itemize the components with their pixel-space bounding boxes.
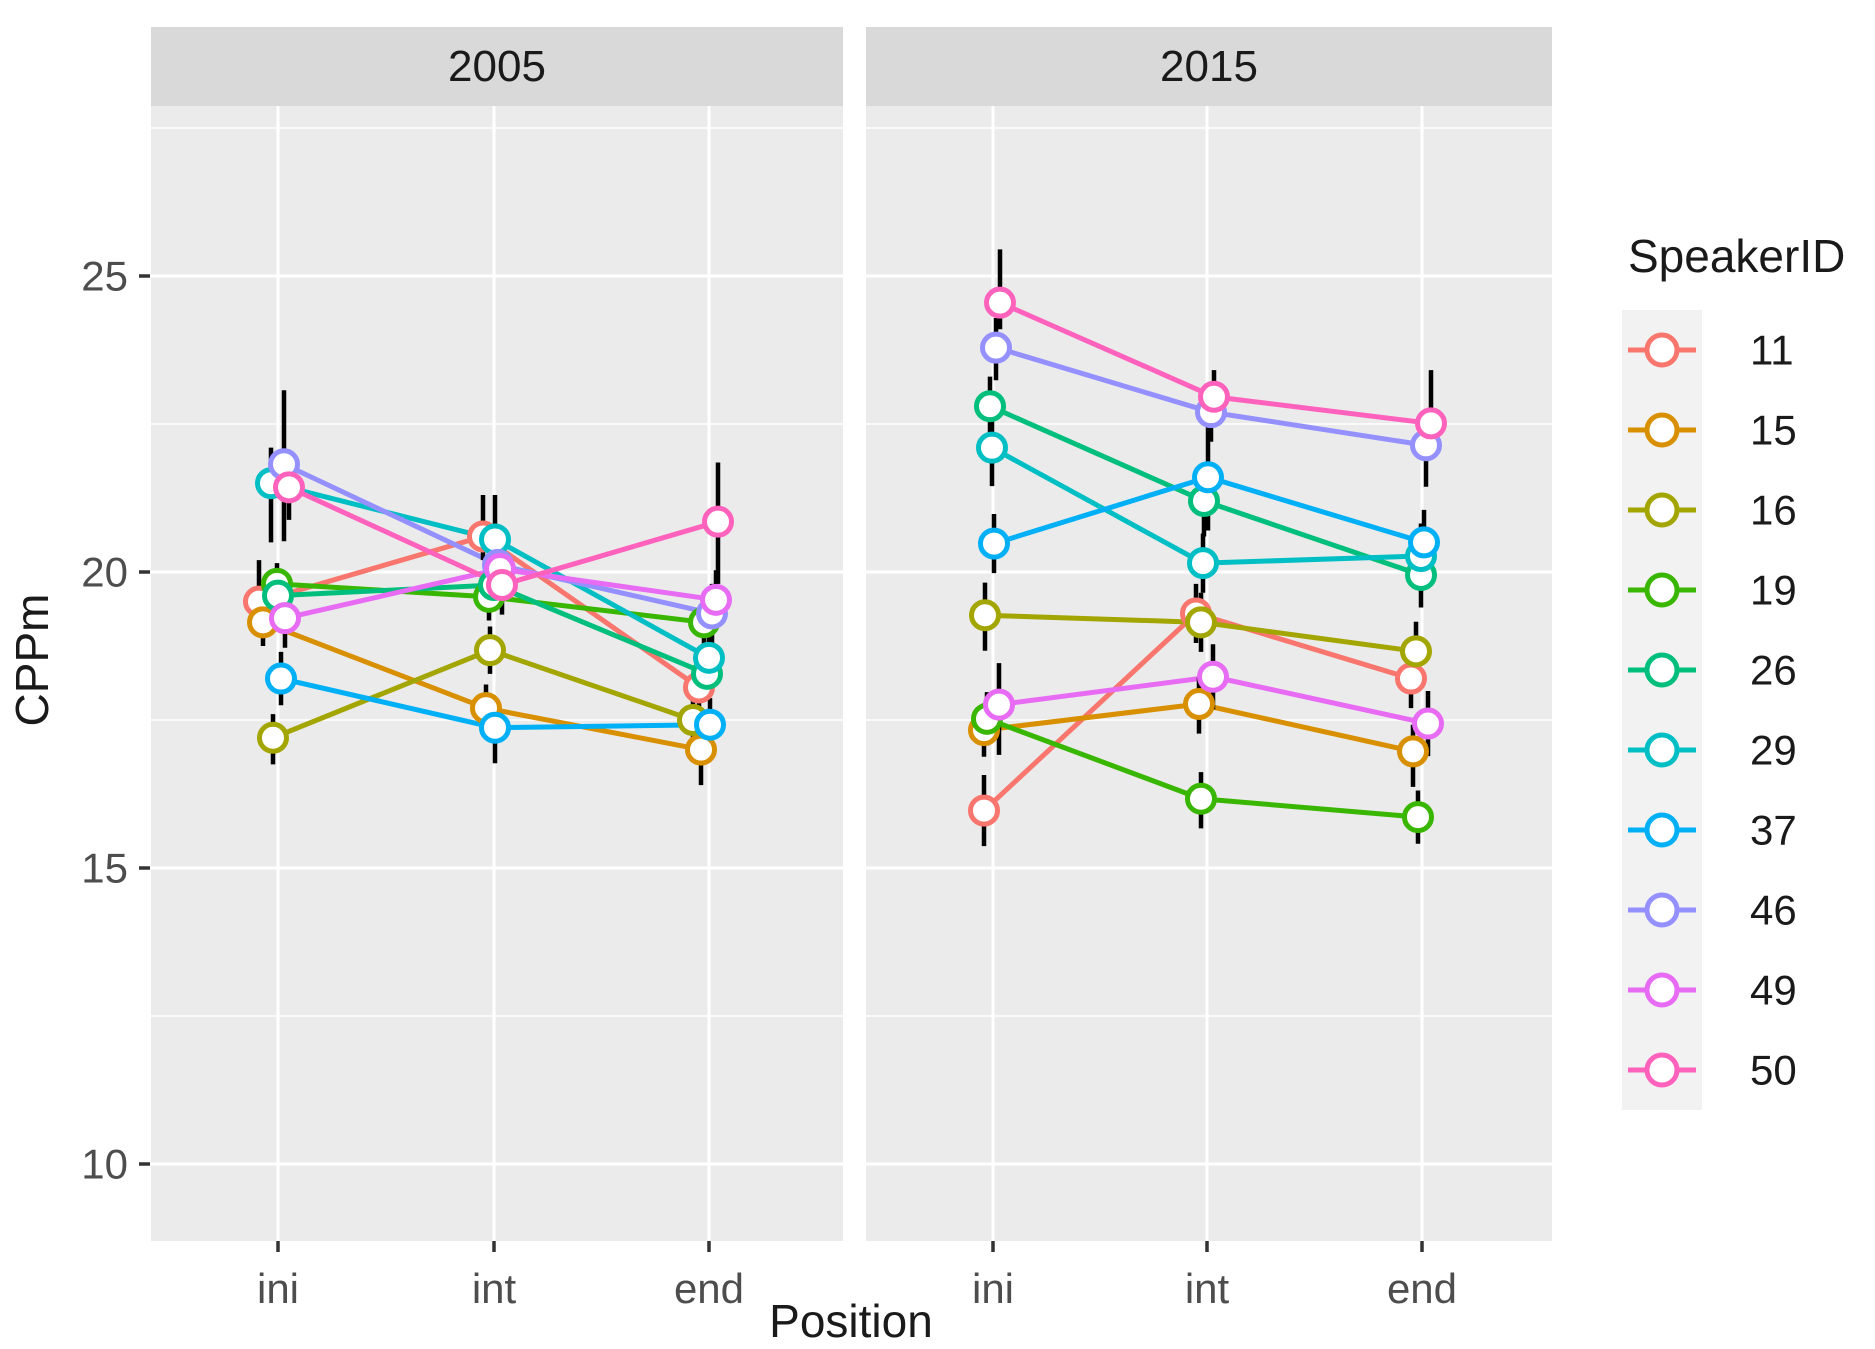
legend-label: 29	[1750, 727, 1797, 774]
legend-key-marker	[1644, 972, 1680, 1008]
facet-strip-label: 2015	[1160, 42, 1258, 91]
legend-key-marker	[1644, 412, 1680, 448]
x-tick-label: int	[1185, 1265, 1230, 1312]
data-point-49-2005-ini	[269, 602, 301, 635]
legend-entry-49: 49	[1622, 950, 1797, 1030]
legend: SpeakerID 11 15 16 19 26 29 37 46 49 50	[1622, 230, 1845, 1110]
y-tick-label: 10	[81, 1141, 128, 1188]
legend-entry-26: 26	[1622, 630, 1797, 710]
data-point-50-2005-ini	[273, 471, 305, 504]
x-axis-title: Position	[769, 1295, 933, 1347]
data-point-50-2015-ini	[984, 286, 1016, 319]
data-point-46-2015-ini	[980, 331, 1012, 364]
legend-entry-15: 15	[1622, 390, 1797, 470]
legend-key-marker	[1644, 652, 1680, 688]
data-point-37-2015-ini	[978, 527, 1010, 560]
x-tick-label: ini	[257, 1265, 299, 1312]
legend-key-marker	[1644, 572, 1680, 608]
data-point-16-2005-ini	[257, 721, 289, 754]
data-point-49-2015-int	[1197, 660, 1229, 693]
data-point-37-2015-end	[1408, 526, 1440, 559]
data-point-49-2005-end	[700, 583, 732, 616]
x-tick-label: int	[472, 1265, 517, 1312]
legend-key-marker	[1644, 492, 1680, 528]
data-point-29-2005-end	[693, 641, 725, 674]
legend-label: 46	[1750, 887, 1797, 934]
x-axis-2015: ini int end	[972, 1241, 1457, 1312]
legend-entry-19: 19	[1622, 550, 1797, 630]
data-point-29-2015-ini	[976, 431, 1008, 464]
data-point-50-2005-end	[702, 505, 734, 538]
data-point-15-2015-int	[1183, 688, 1215, 721]
data-point-11-2015-end	[1395, 662, 1427, 695]
legend-label: 37	[1750, 807, 1797, 854]
y-tick-label: 25	[81, 253, 128, 300]
legend-label: 19	[1750, 567, 1797, 614]
facet-2015: 2015 ini int end	[866, 27, 1552, 1312]
data-point-29-2015-int	[1187, 547, 1219, 580]
facet-strip-2005	[151, 27, 843, 106]
legend-entry-46: 46	[1622, 870, 1797, 950]
legend-label: 50	[1750, 1047, 1797, 1094]
y-axis: 25 20 15 10	[81, 253, 150, 1188]
legend-entry-37: 37	[1622, 790, 1797, 870]
data-point-37-2015-int	[1192, 461, 1224, 494]
legend-key-marker	[1644, 812, 1680, 848]
data-point-50-2015-end	[1415, 407, 1447, 440]
data-point-37-2005-end	[694, 708, 726, 741]
legend-entry-16: 16	[1622, 470, 1797, 550]
data-points-2005	[243, 448, 734, 766]
legend-entry-50: 50	[1622, 1030, 1797, 1110]
data-point-19-2015-end	[1402, 801, 1434, 834]
data-point-37-2005-int	[479, 711, 511, 744]
legend-entry-11: 11	[1622, 310, 1794, 390]
facet-strip-label: 2005	[448, 42, 546, 91]
legend-label: 16	[1750, 487, 1797, 534]
data-point-50-2005-int	[486, 569, 518, 602]
x-tick-label: end	[674, 1265, 744, 1312]
data-point-26-2015-ini	[974, 390, 1006, 423]
legend-key-marker	[1644, 732, 1680, 768]
x-tick-label: ini	[972, 1265, 1014, 1312]
x-axis-2005: ini int end	[257, 1241, 744, 1312]
data-point-29-2005-int	[479, 523, 511, 556]
data-points-2015	[968, 286, 1447, 834]
data-point-37-2005-ini	[265, 662, 297, 695]
data-point-16-2015-int	[1185, 606, 1217, 639]
data-point-49-2015-ini	[983, 688, 1015, 721]
y-axis-title: CPPm	[6, 594, 58, 727]
facet-2005: 2005 ini int end	[151, 27, 843, 1312]
data-point-11-2015-ini	[968, 794, 1000, 827]
data-point-15-2015-end	[1397, 735, 1429, 768]
x-tick-label: end	[1387, 1265, 1457, 1312]
legend-label: 49	[1750, 967, 1797, 1014]
legend-label: 11	[1750, 327, 1794, 374]
data-point-16-2015-end	[1400, 635, 1432, 668]
legend-label: 26	[1750, 647, 1797, 694]
y-tick-label: 15	[81, 845, 128, 892]
data-point-50-2015-int	[1198, 380, 1230, 413]
data-point-19-2015-int	[1185, 782, 1217, 815]
legend-key-marker	[1644, 332, 1680, 368]
legend-key-marker	[1644, 892, 1680, 928]
legend-key-marker	[1644, 1052, 1680, 1088]
data-point-16-2015-ini	[969, 599, 1001, 632]
data-point-49-2015-end	[1412, 707, 1444, 740]
legend-entry-29: 29	[1622, 710, 1797, 790]
y-tick-label: 20	[81, 549, 128, 596]
legend-label: 15	[1750, 407, 1797, 454]
data-point-16-2005-int	[474, 634, 506, 667]
legend-title: SpeakerID	[1628, 230, 1845, 282]
facet-strip-2015	[866, 27, 1552, 106]
